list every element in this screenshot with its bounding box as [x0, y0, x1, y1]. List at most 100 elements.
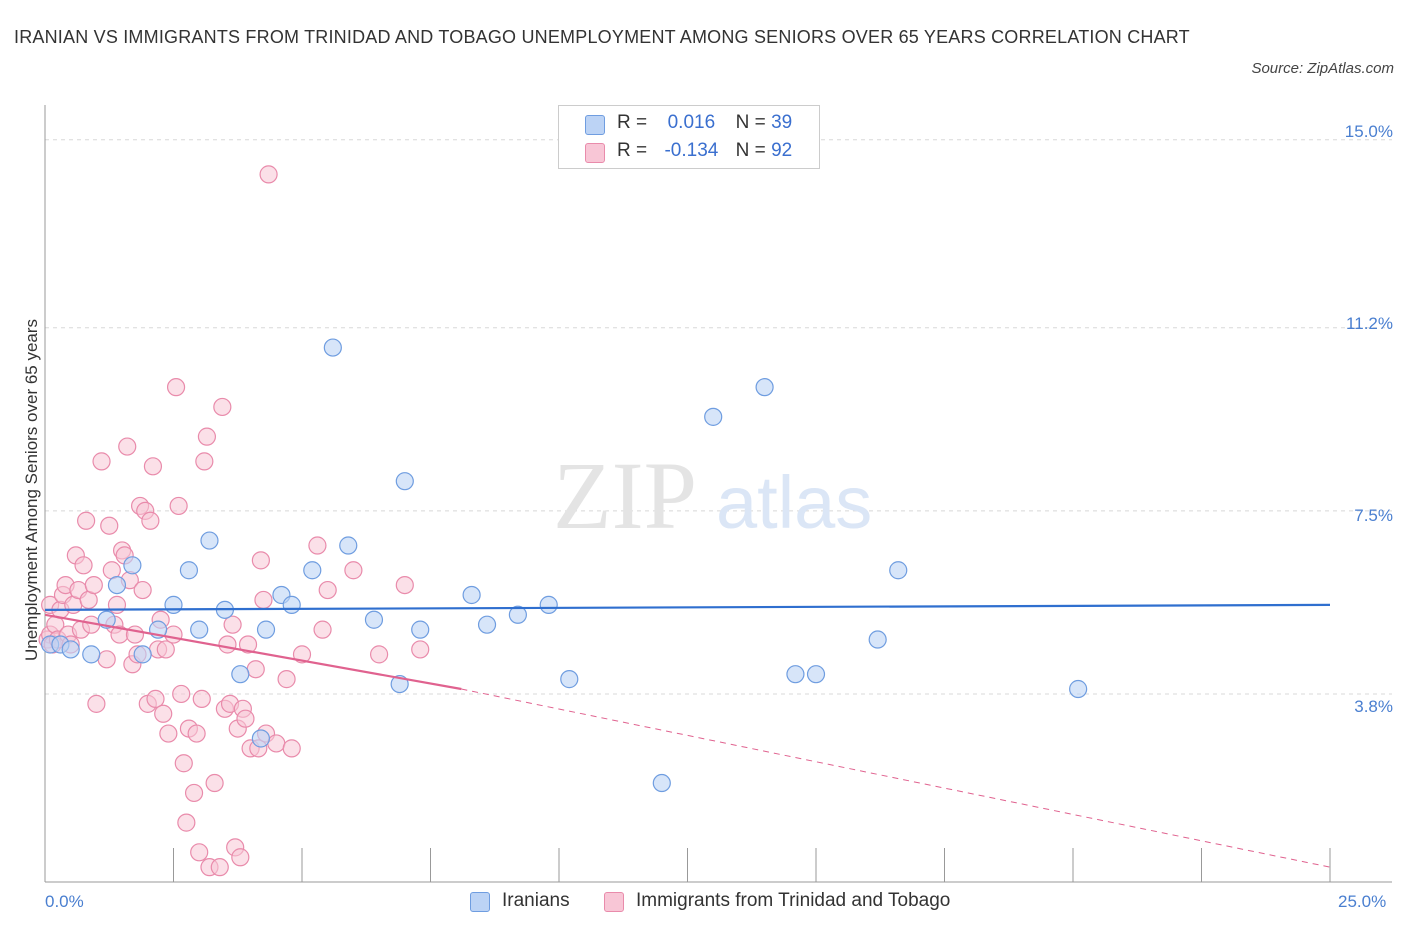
trinidad-point — [277, 670, 296, 689]
trinidad-point — [172, 684, 191, 704]
legend-n-value: 39 — [771, 112, 793, 133]
legend-swatch-blue — [470, 892, 490, 912]
iranian-point — [477, 615, 497, 634]
iranian-points — [41, 338, 1088, 793]
iranian-point — [231, 665, 250, 684]
trinidad-point — [395, 575, 414, 595]
trinidad-point — [236, 709, 255, 728]
trinidad-point — [169, 496, 188, 516]
trinidad-point — [141, 511, 160, 530]
trinidad-trend-extension — [461, 688, 1331, 868]
trinidad-point — [92, 452, 111, 471]
trinidad-point — [238, 635, 258, 654]
trinidad-point — [195, 452, 214, 471]
trinidad-point — [344, 561, 363, 580]
iranian-point — [339, 536, 358, 555]
trinidad-point — [159, 724, 178, 743]
iranian-point — [282, 595, 301, 614]
iranian-trend-line — [44, 603, 1331, 611]
iranian-point — [889, 561, 908, 580]
iranian-point — [303, 561, 322, 580]
trinidad-point — [218, 635, 237, 654]
iranian-point — [123, 556, 142, 575]
trinidad-point — [318, 580, 337, 600]
legend-r-label: R = — [617, 140, 648, 161]
trinidad-point — [143, 457, 163, 476]
iranian-point — [1069, 679, 1088, 699]
trinidad-point — [190, 843, 209, 862]
iranian-point — [251, 729, 270, 748]
chart-title: IRANIAN VS IMMIGRANTS FROM TRINIDAD AND … — [14, 27, 1190, 47]
trinidad-point — [125, 625, 145, 644]
legend-n-label: N = — [735, 140, 766, 161]
iranian-point — [364, 610, 384, 629]
trinidad-point — [254, 590, 273, 610]
trinidad-point — [154, 704, 173, 723]
trinidad-point — [267, 734, 286, 753]
correlation-legend: R = 0.016 N = 39 R = -0.134 N = 92 — [558, 105, 820, 169]
y-tick-label: 3.8% — [1354, 697, 1393, 716]
y-tick-label: 7.5% — [1354, 506, 1393, 525]
trinidad-point — [164, 625, 183, 644]
trinidad-point — [166, 378, 186, 397]
trinidad-point — [177, 813, 196, 832]
trinidad-point — [184, 783, 204, 803]
trinidad-point — [223, 615, 242, 634]
legend-r-label: R = — [617, 112, 648, 133]
iranian-point — [107, 575, 127, 595]
iranian-point — [323, 338, 342, 357]
trinidad-point — [246, 660, 265, 679]
trinidad-point — [210, 858, 229, 877]
trinidad-point — [133, 580, 152, 600]
legend-n-value: 92 — [771, 140, 793, 161]
trinidad-points — [38, 165, 430, 877]
iranian-point — [164, 595, 183, 614]
trinidad-point — [411, 640, 430, 659]
trinidad-point — [231, 848, 250, 867]
watermark: ZIP atlas — [553, 442, 872, 549]
legend-r-value: -0.134 — [664, 140, 719, 161]
axes — [44, 105, 1392, 883]
iranian-point — [179, 561, 199, 580]
legend-n-label: N = — [735, 112, 766, 133]
iranian-point — [190, 620, 209, 639]
trinidad-point — [77, 511, 96, 530]
y-tick-label: 11.2% — [1346, 314, 1393, 333]
trinidad-point — [187, 724, 206, 743]
iranian-point — [256, 620, 276, 639]
legend-swatch-pink — [604, 892, 624, 912]
trinidad-point — [84, 575, 103, 595]
x-tick-label: 0.0% — [45, 892, 84, 911]
legend-label: Immigrants from Trinidad and Tobago — [636, 890, 951, 911]
y-tick-label: 15.0% — [1344, 122, 1393, 141]
iranian-point — [868, 630, 887, 649]
grid-lines — [45, 139, 1392, 695]
iranian-point — [806, 665, 826, 684]
watermark-atlas: atlas — [716, 461, 872, 544]
trinidad-point — [259, 165, 278, 184]
trinidad-point — [205, 773, 224, 793]
iranian-point — [395, 472, 414, 491]
iranian-point — [508, 605, 527, 624]
trinidad-point — [213, 397, 232, 417]
trinidad-point — [197, 427, 217, 446]
trinidad-point — [87, 694, 106, 713]
trinidad-point — [370, 645, 389, 664]
iranian-point — [411, 620, 430, 639]
trinidad-point — [282, 739, 301, 758]
x-tick-label: 25.0% — [1338, 892, 1387, 911]
legend-swatch-pink — [585, 143, 605, 163]
iranian-point — [755, 378, 774, 397]
trinidad-point — [313, 620, 332, 639]
legend-swatch-blue — [585, 115, 605, 135]
iranian-point — [462, 585, 481, 605]
trinidad-point — [156, 640, 175, 659]
trinidad-point — [118, 437, 137, 456]
iranian-point — [82, 645, 101, 664]
trend-lines — [44, 603, 1331, 868]
trinidad-point — [100, 516, 119, 535]
iranian-point — [560, 670, 579, 689]
trinidad-trend-line — [44, 613, 462, 691]
trinidad-point — [292, 645, 312, 664]
